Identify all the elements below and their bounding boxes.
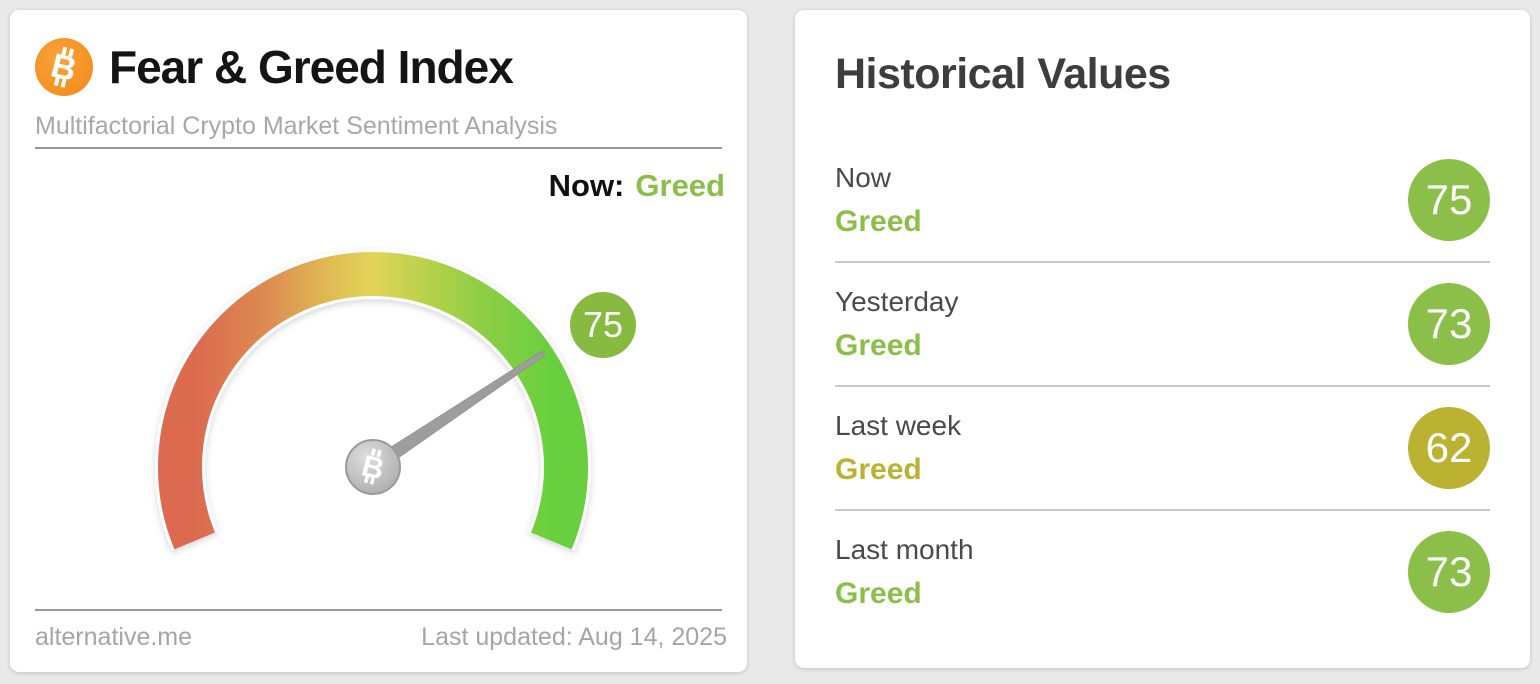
history-row-now: Now Greed 75 (835, 139, 1490, 263)
row-label: Last week (835, 409, 962, 441)
gauge-arc (158, 252, 588, 550)
row-label: Now (835, 161, 892, 193)
row-label: Last month (835, 533, 974, 565)
historical-values-card: Historical Values Now Greed 75 Yesterday… (795, 10, 1530, 668)
row-classification: Greed (835, 204, 922, 238)
row-label: Yesterday (835, 285, 959, 317)
fear-greed-gauge: B 75 (155, 249, 636, 551)
source-link[interactable]: alternative.me (35, 623, 193, 651)
value-badge: 75 (1408, 159, 1490, 241)
gauge-value: 75 (583, 304, 623, 345)
gauge-hub (345, 439, 401, 495)
fear-greed-card: B Fear & Greed Index Multifactorial Cryp… (10, 10, 747, 672)
subtitle: Multifactorial Crypto Market Sentiment A… (35, 112, 558, 140)
now-label: Now: (548, 168, 625, 203)
bitcoin-icon: B (35, 38, 93, 96)
gauge-value-badge (570, 292, 636, 358)
page-title: Fear & Greed Index (109, 41, 514, 93)
history-row-last-week: Last week Greed 62 (835, 387, 1490, 511)
current-sentiment: Now: Greed (549, 168, 725, 204)
row-classification: Greed (835, 328, 922, 362)
card-header: B Fear & Greed Index (35, 38, 514, 96)
divider (35, 609, 722, 611)
row-classification: Greed (835, 452, 922, 486)
historical-title: Historical Values (835, 50, 1171, 98)
divider (35, 147, 722, 149)
value-badge: 62 (1408, 407, 1490, 489)
now-classification: Greed (635, 168, 725, 203)
history-row-yesterday: Yesterday Greed 73 (835, 263, 1490, 387)
value-badge: 73 (1408, 283, 1490, 365)
value-badge: 73 (1408, 531, 1490, 613)
history-row-last-month: Last month Greed 73 (835, 511, 1490, 633)
last-updated: Last updated: Aug 14, 2025 (421, 623, 727, 651)
row-classification: Greed (835, 576, 922, 610)
